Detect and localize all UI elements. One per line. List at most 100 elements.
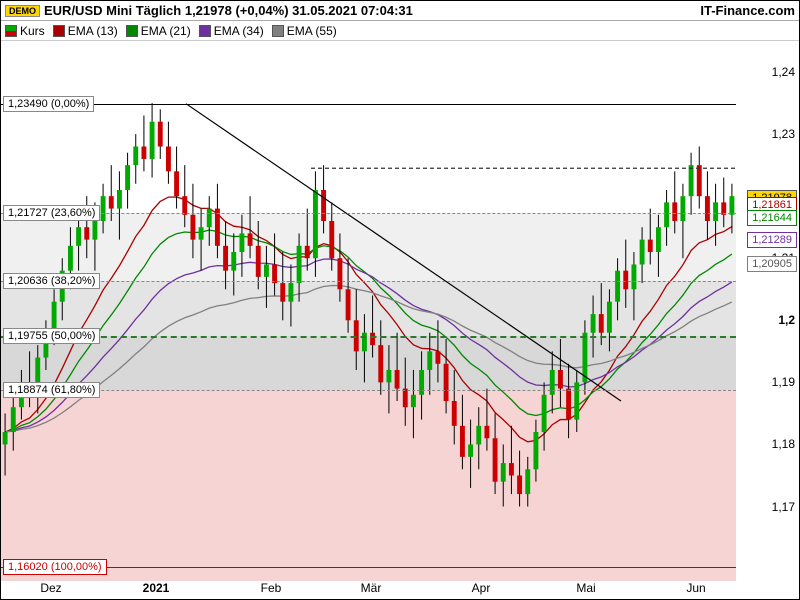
candle-body	[591, 314, 596, 333]
fib-line	[1, 390, 736, 391]
candle-body	[542, 395, 547, 432]
candle-body	[705, 196, 710, 221]
candle-body	[656, 227, 661, 252]
candle-body	[158, 122, 163, 147]
candle-body	[297, 246, 302, 283]
demo-badge: DEMO	[5, 5, 40, 17]
price-label: 1,21644	[747, 210, 797, 226]
candle-body	[141, 147, 146, 159]
fib-line	[1, 336, 736, 338]
candle-body	[713, 202, 718, 221]
candle-body	[248, 233, 253, 245]
ema-line	[5, 197, 732, 442]
legend-label: EMA (34)	[214, 24, 264, 38]
candle-body	[403, 389, 408, 408]
candle-body	[215, 209, 220, 246]
candle-body	[444, 364, 449, 401]
fib-line	[1, 281, 736, 282]
chart-container: DEMO EUR/USD Mini Täglich 1,21978 (+0,04…	[0, 0, 800, 600]
candle-body	[468, 444, 473, 456]
x-tick-label: Jun	[686, 581, 705, 595]
plot-area[interactable]: 1,23490 (0,00%) 1,21727 (23,60%) 1,20636 (…	[1, 41, 736, 581]
candle-body	[525, 469, 530, 494]
fib-label: 1,18874 (61,80%)	[3, 382, 100, 398]
y-tick-label: 1,23	[772, 127, 795, 141]
x-tick-label: 2021	[143, 581, 170, 595]
candle-body	[395, 370, 400, 389]
fib-label: 1,23490 (0,00%)	[3, 96, 94, 112]
legend-swatch	[53, 25, 65, 37]
legend-item: EMA (34)	[199, 24, 264, 38]
brand-label: IT-Finance.com	[700, 3, 795, 18]
candle-body	[558, 370, 563, 389]
candle-body	[509, 463, 514, 475]
y-tick-label: 1,2	[778, 313, 795, 327]
candle-body	[631, 264, 636, 289]
legend-label: EMA (55)	[287, 24, 337, 38]
legend-swatch	[5, 25, 17, 37]
price-label: 1,20905	[747, 256, 797, 272]
candle-body	[92, 221, 97, 240]
legend-swatch	[126, 25, 138, 37]
candle-body	[117, 190, 122, 209]
candle-body	[264, 264, 269, 276]
candle-body	[427, 351, 432, 370]
fib-label: 1,20636 (38,20%)	[3, 273, 100, 289]
legend-label: EMA (13)	[68, 24, 118, 38]
fib-label: 1,19755 (50,00%)	[3, 328, 100, 344]
candle-body	[84, 227, 89, 239]
candle-body	[280, 283, 285, 302]
candle-body	[378, 345, 383, 382]
candle-body	[493, 438, 498, 481]
candle-body	[460, 426, 465, 457]
x-axis: Dez2021FebMärAprMaiJun	[1, 579, 736, 599]
candle-body	[223, 246, 228, 271]
candle-body	[435, 351, 440, 363]
candle-body	[672, 202, 677, 221]
candle-body	[133, 147, 138, 166]
price-label: 1,21289	[747, 232, 797, 248]
candle-body	[484, 426, 489, 438]
x-tick-label: Feb	[261, 581, 282, 595]
legend-item: EMA (21)	[126, 24, 191, 38]
candle-body	[346, 289, 351, 320]
chart-header: DEMO EUR/USD Mini Täglich 1,21978 (+0,04…	[1, 1, 799, 21]
legend-swatch	[199, 25, 211, 37]
x-tick-label: Mai	[576, 581, 595, 595]
candle-body	[689, 165, 694, 196]
candle-body	[125, 165, 130, 190]
chart-title: EUR/USD Mini Täglich 1,21978 (+0,04%) 31…	[44, 3, 413, 18]
candle-body	[337, 258, 342, 289]
candle-body	[697, 165, 702, 196]
candle-body	[207, 209, 212, 228]
legend-item: EMA (55)	[272, 24, 337, 38]
candle-body	[411, 395, 416, 407]
candle-body	[190, 215, 195, 240]
candle-body	[517, 475, 522, 494]
candle-body	[615, 271, 620, 302]
candle-body	[174, 171, 179, 196]
y-tick-label: 1,19	[772, 375, 795, 389]
y-tick-label: 1,17	[772, 500, 795, 514]
fib-label: 1,21727 (23,60%)	[3, 205, 100, 221]
candle-body	[664, 202, 669, 227]
fib-line	[1, 213, 736, 214]
candle-body	[386, 370, 391, 382]
candle-body	[11, 407, 16, 432]
candle-body	[166, 147, 171, 172]
y-axis: 1,241,231,221,211,21,191,181,171,219781,…	[734, 41, 799, 581]
candle-body	[68, 246, 73, 271]
legend-bar: KursEMA (13)EMA (21)EMA (34)EMA (55)	[1, 21, 799, 41]
candle-body	[599, 314, 604, 333]
candle-body	[640, 240, 645, 265]
candle-body	[182, 196, 187, 215]
candle-body	[150, 122, 155, 159]
x-tick-label: Dez	[40, 581, 61, 595]
candle-body	[305, 246, 310, 258]
trend-line	[186, 104, 621, 401]
candle-body	[288, 283, 293, 302]
legend-label: EMA (21)	[141, 24, 191, 38]
candle-body	[574, 382, 579, 419]
y-tick-label: 1,18	[772, 437, 795, 451]
candle-body	[607, 302, 612, 333]
